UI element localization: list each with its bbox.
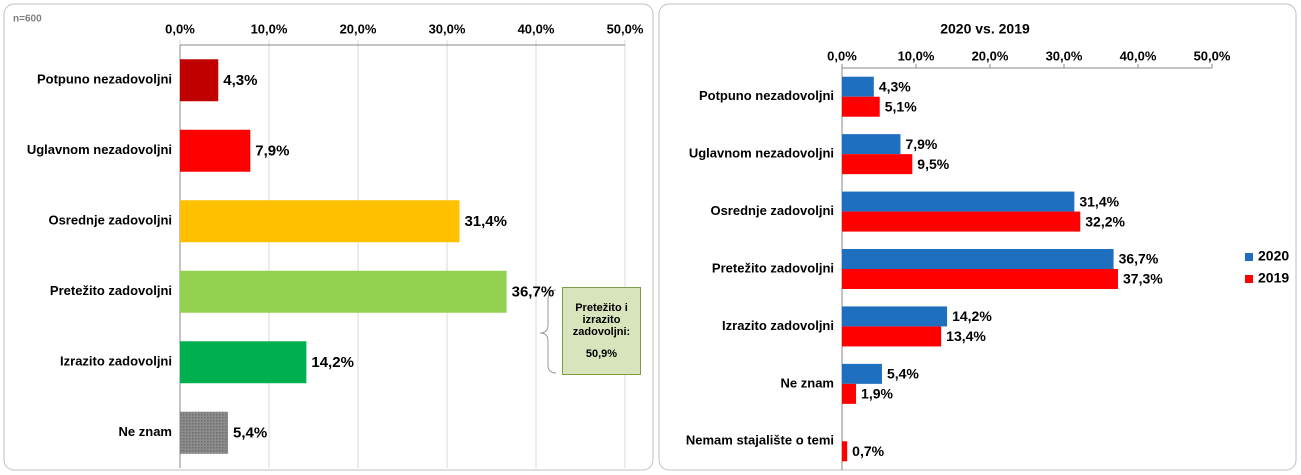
value-label: 5,1%	[885, 98, 917, 114]
value-label: 4,3%	[879, 78, 911, 94]
value-label: 9,5%	[917, 156, 949, 172]
value-label: 31,4%	[1079, 193, 1119, 209]
bar	[842, 154, 913, 175]
category-label: Izrazito zadovoljni	[722, 318, 834, 333]
value-label: 36,7%	[512, 284, 555, 301]
category-label: Nemam stajalište o temi	[686, 433, 834, 448]
category-label: Ne znam	[781, 375, 834, 390]
value-label: 7,9%	[255, 143, 289, 160]
value-label: 1,9%	[861, 386, 893, 402]
value-label: 0,7%	[852, 443, 884, 459]
x-tick-label: 40,0%	[518, 21, 555, 36]
category-label: Pretežito zadovoljni	[50, 283, 172, 298]
callout-text: Pretežito i izrazito zadovoljni:	[572, 302, 631, 338]
x-tick-label: 0,0%	[827, 48, 857, 63]
x-tick-label: 20,0%	[972, 48, 1009, 63]
value-label: 5,4%	[233, 425, 267, 442]
bar	[180, 341, 307, 384]
x-tick-label: 30,0%	[1046, 48, 1083, 63]
value-label: 36,7%	[1119, 251, 1159, 267]
x-tick-label: 50,0%	[607, 21, 644, 36]
bar	[842, 441, 848, 462]
category-label: Ne znam	[119, 424, 172, 439]
value-label: 13,4%	[946, 328, 986, 344]
bar	[180, 270, 507, 313]
brace	[539, 289, 557, 374]
panel-right	[658, 3, 1297, 471]
category-label: Pretežito zadovoljni	[712, 260, 834, 275]
bar	[842, 76, 874, 97]
bar	[180, 129, 251, 172]
x-tick-label: 50,0%	[1194, 48, 1231, 63]
category-label: Potpuno nezadovoljni	[37, 72, 172, 87]
bar	[842, 249, 1114, 269]
bar	[842, 269, 1119, 289]
legend-swatch	[1245, 275, 1253, 283]
value-label: 14,2%	[952, 308, 992, 324]
value-label: 37,3%	[1123, 271, 1163, 287]
bar	[842, 363, 882, 384]
callout: Pretežito i izrazito zadovoljni: 50,9%	[562, 287, 641, 375]
value-label: 4,3%	[223, 72, 257, 89]
bar	[842, 383, 857, 404]
bar	[842, 191, 1075, 212]
value-label: 32,2%	[1085, 213, 1125, 229]
category-label: Potpuno nezadovoljni	[699, 88, 834, 103]
x-tick-label: 20,0%	[340, 21, 377, 36]
x-tick-label: 0,0%	[165, 21, 195, 36]
sample-size: n=600	[13, 14, 42, 25]
category-label: Osrednje zadovoljni	[710, 203, 834, 218]
chart-title: 2020 vs. 2019	[940, 21, 1030, 37]
legend-label: 2020	[1258, 248, 1289, 264]
category-label: Uglavnom nezadovoljni	[27, 142, 172, 157]
bar	[180, 411, 229, 454]
bar	[180, 59, 219, 102]
legend-swatch	[1245, 253, 1253, 261]
category-label: Uglavnom nezadovoljni	[689, 146, 834, 161]
bar	[842, 96, 880, 117]
value-label: 7,9%	[905, 136, 937, 152]
value-label: 31,4%	[464, 213, 507, 230]
legend-label: 2019	[1258, 270, 1289, 286]
value-label: 14,2%	[311, 354, 354, 371]
category-label: Osrednje zadovoljni	[48, 213, 172, 228]
x-tick-label: 10,0%	[251, 21, 288, 36]
x-tick-label: 30,0%	[429, 21, 466, 36]
bar	[842, 134, 901, 155]
category-label: Izrazito zadovoljni	[60, 354, 172, 369]
x-tick-label: 10,0%	[898, 48, 935, 63]
value-label: 5,4%	[887, 366, 919, 382]
bar	[842, 306, 948, 327]
bar	[842, 326, 942, 347]
x-tick-label: 40,0%	[1120, 48, 1157, 63]
callout-value: 50,9%	[585, 348, 618, 360]
bar	[180, 200, 460, 243]
bar	[842, 211, 1081, 232]
